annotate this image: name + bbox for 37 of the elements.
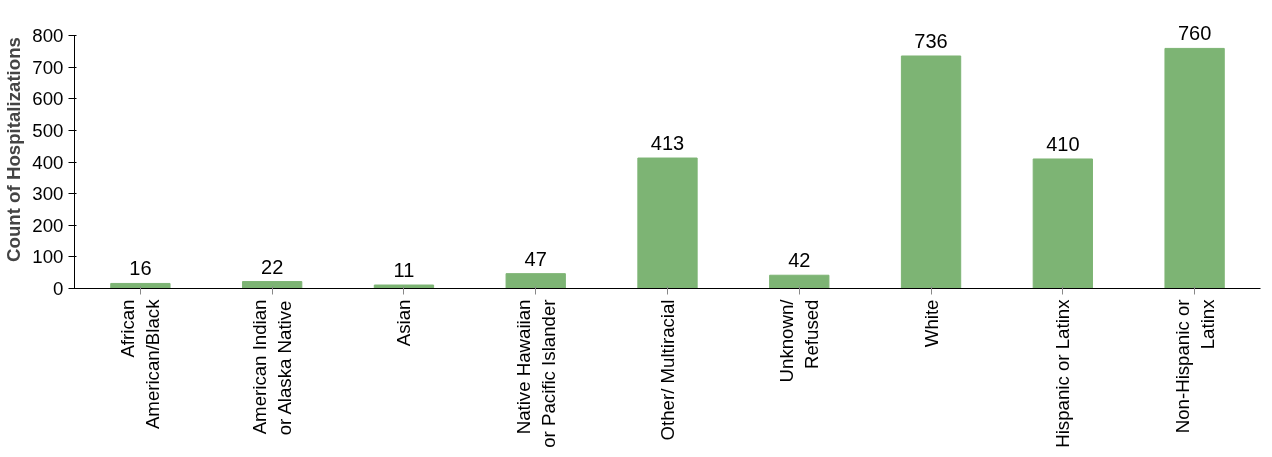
x-tick-label: Other/ Multiracial — [657, 299, 678, 441]
y-tick-label: 500 — [32, 120, 64, 142]
data-label: 11 — [393, 259, 415, 282]
y-tick-label: 200 — [32, 214, 64, 236]
data-label: 760 — [1177, 22, 1212, 45]
bar — [637, 157, 698, 289]
bar — [1032, 158, 1093, 289]
data-label: 22 — [261, 255, 284, 278]
y-tick-label: 600 — [32, 88, 64, 110]
data-label: 410 — [1046, 132, 1080, 155]
y-tick-label: 400 — [32, 151, 64, 173]
y-tick-label: 300 — [32, 183, 64, 205]
y-tick-label: 800 — [32, 25, 64, 47]
y-tick-label: 700 — [32, 56, 64, 78]
bar — [1164, 47, 1225, 289]
x-tick-label: Asian — [393, 299, 415, 347]
x-tick-label: Unknown/ Refused — [776, 298, 823, 383]
data-label: 413 — [650, 132, 685, 155]
x-tick-label: Native Hawaiian or Pacific Islander — [512, 299, 559, 448]
y-axis-title: Count of Hospitalizations — [3, 37, 25, 262]
data-label: 16 — [129, 257, 152, 280]
x-tick-label: Hispanic or Latinx — [1052, 298, 1074, 448]
bar — [769, 274, 830, 289]
bar — [900, 55, 962, 289]
x-tick-label: African American/Black — [117, 298, 164, 430]
bar — [242, 281, 303, 289]
bar — [110, 282, 171, 289]
data-label: 42 — [788, 249, 811, 272]
y-tick-label: 100 — [32, 246, 64, 268]
data-label: 736 — [914, 29, 948, 52]
x-tick-label: American Indian or Alaska Native — [249, 299, 296, 436]
bar — [505, 273, 566, 289]
x-tick-label: Non-Hispanic or Latinx — [1171, 298, 1218, 434]
bar — [373, 284, 435, 289]
x-tick-label: White — [920, 299, 942, 348]
data-label: 47 — [524, 247, 547, 270]
y-tick-label: 0 — [53, 278, 64, 299]
